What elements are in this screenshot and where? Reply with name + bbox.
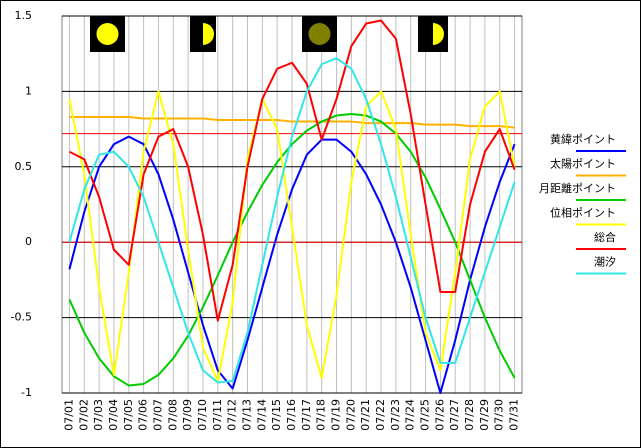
x-tick-label: 07/05 xyxy=(122,399,135,431)
x-tick-label: 07/24 xyxy=(404,399,417,431)
x-tick-label: 07/20 xyxy=(344,399,357,431)
moon-half xyxy=(203,23,214,45)
series-line xyxy=(68,19,516,322)
legend-label: 太陽ポイント xyxy=(550,158,616,171)
y-tick-label: 1.5 xyxy=(15,9,33,22)
x-tick-label: 07/27 xyxy=(448,399,461,431)
legend-label: 潮汐 xyxy=(594,255,616,269)
x-tick-label: 07/11 xyxy=(211,399,224,431)
y-tick-label: 0 xyxy=(25,235,32,248)
x-tick-label: 07/02 xyxy=(77,399,90,431)
x-tick-label: 07/15 xyxy=(270,399,283,431)
x-tick-label: 07/16 xyxy=(285,399,298,431)
legend-label: 位相ポイント xyxy=(550,206,616,220)
x-tick-label: 07/17 xyxy=(300,399,313,431)
moon-icons xyxy=(90,16,448,52)
series-line xyxy=(69,116,515,129)
x-tick-label: 07/21 xyxy=(359,399,372,431)
x-tick-label: 07/29 xyxy=(478,399,491,431)
x-tick-label: 07/18 xyxy=(315,399,328,431)
x-tick-label: 07/01 xyxy=(62,399,75,431)
x-tick-label: 07/14 xyxy=(255,399,268,431)
y-tick-label: 1 xyxy=(25,84,32,97)
moon-half xyxy=(433,23,444,45)
x-tick-label: 07/28 xyxy=(463,399,476,431)
x-tick-label: 07/22 xyxy=(374,399,387,431)
x-tick-label: 07/13 xyxy=(240,399,253,431)
series-line xyxy=(68,135,516,394)
x-tick-label: 07/06 xyxy=(137,399,150,431)
x-tick-label: 07/25 xyxy=(419,399,432,431)
y-tick-label: -1 xyxy=(21,386,32,399)
x-tick-label: 07/19 xyxy=(330,399,343,431)
x-tick-label: 07/12 xyxy=(226,399,239,431)
moon-new xyxy=(308,23,331,45)
legend-label: 月距離ポイント xyxy=(539,181,616,195)
x-tick-label: 07/09 xyxy=(181,399,194,431)
series-line xyxy=(68,57,516,384)
x-tick-label: 07/31 xyxy=(508,399,521,431)
x-tick-label: 07/07 xyxy=(151,399,164,431)
series-line xyxy=(68,90,516,382)
moon-full xyxy=(96,23,119,45)
y-tick-label: -0.5 xyxy=(11,311,32,324)
legend-label: 総合 xyxy=(594,230,616,244)
y-tick-label: 0.5 xyxy=(15,160,33,173)
x-tick-label: 07/30 xyxy=(493,399,506,431)
x-tick-label: 07/08 xyxy=(166,399,179,431)
x-tick-label: 07/10 xyxy=(196,399,209,431)
series-line xyxy=(68,113,516,387)
x-tick-label: 07/26 xyxy=(433,399,446,431)
x-tick-label: 07/04 xyxy=(107,399,120,431)
legend-label: 黄緯ポイント xyxy=(550,132,616,146)
x-tick-label: 07/23 xyxy=(389,399,402,431)
x-tick-label: 07/03 xyxy=(92,399,105,431)
